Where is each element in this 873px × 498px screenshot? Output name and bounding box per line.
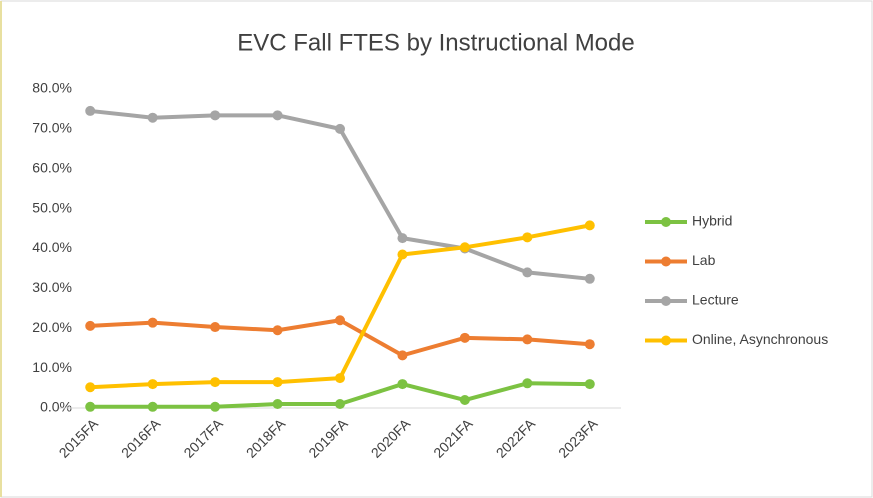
legend-label: Online, Asynchronous bbox=[692, 331, 828, 347]
data-point bbox=[459, 332, 470, 343]
data-point bbox=[272, 377, 283, 388]
data-point bbox=[335, 399, 345, 410]
data-point bbox=[85, 401, 96, 412]
data-point bbox=[335, 373, 345, 384]
legend-label: Lab bbox=[692, 252, 716, 268]
y-tick-label: 80.0% bbox=[32, 80, 72, 96]
data-point bbox=[584, 273, 595, 284]
data-point bbox=[85, 320, 96, 331]
data-point bbox=[584, 379, 595, 390]
data-point bbox=[272, 399, 283, 410]
legend-label: Hybrid bbox=[692, 213, 732, 229]
data-point bbox=[272, 110, 283, 121]
legend-marker bbox=[661, 217, 671, 227]
data-point bbox=[522, 232, 533, 243]
data-point bbox=[210, 322, 221, 333]
data-point bbox=[397, 350, 408, 361]
y-tick-label: 50.0% bbox=[32, 199, 72, 215]
data-point bbox=[522, 267, 533, 278]
y-tick-label: 60.0% bbox=[32, 159, 72, 175]
legend-label: Lecture bbox=[692, 292, 739, 308]
data-point bbox=[397, 379, 408, 390]
chart-title: EVC Fall FTES by Instructional Mode bbox=[237, 29, 634, 56]
legend-marker bbox=[661, 256, 671, 267]
data-point bbox=[459, 242, 470, 253]
data-point bbox=[147, 317, 158, 328]
data-point bbox=[584, 220, 595, 231]
data-point bbox=[147, 401, 158, 412]
data-point bbox=[147, 379, 158, 390]
data-point bbox=[272, 325, 283, 336]
y-tick-label: 20.0% bbox=[32, 319, 72, 335]
data-point bbox=[335, 123, 345, 134]
legend-marker bbox=[661, 335, 671, 346]
data-point bbox=[85, 105, 96, 116]
data-point bbox=[210, 401, 221, 412]
y-tick-label: 10.0% bbox=[32, 359, 72, 375]
data-point bbox=[85, 382, 96, 393]
data-point bbox=[459, 395, 470, 406]
data-point bbox=[522, 334, 533, 345]
data-point bbox=[522, 378, 533, 389]
data-point bbox=[584, 339, 595, 350]
data-point bbox=[397, 233, 408, 244]
data-point bbox=[147, 112, 158, 123]
y-tick-label: 0.0% bbox=[40, 399, 72, 415]
y-tick-label: 70.0% bbox=[32, 120, 72, 136]
data-point bbox=[335, 315, 345, 326]
data-point bbox=[397, 249, 408, 260]
y-tick-label: 30.0% bbox=[32, 279, 72, 295]
y-tick-label: 40.0% bbox=[32, 239, 72, 255]
legend-marker bbox=[661, 296, 671, 306]
data-point bbox=[210, 377, 221, 388]
data-point bbox=[210, 110, 221, 121]
